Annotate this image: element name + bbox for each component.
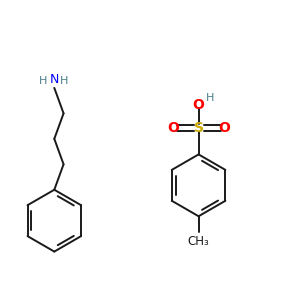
Text: O: O	[193, 98, 205, 112]
Text: S: S	[194, 121, 204, 135]
Text: H: H	[206, 94, 214, 103]
Text: O: O	[218, 121, 230, 135]
Text: CH₃: CH₃	[188, 236, 209, 248]
Text: H: H	[59, 76, 68, 85]
Text: O: O	[167, 121, 179, 135]
Text: H: H	[39, 76, 47, 85]
Text: N: N	[50, 74, 59, 86]
